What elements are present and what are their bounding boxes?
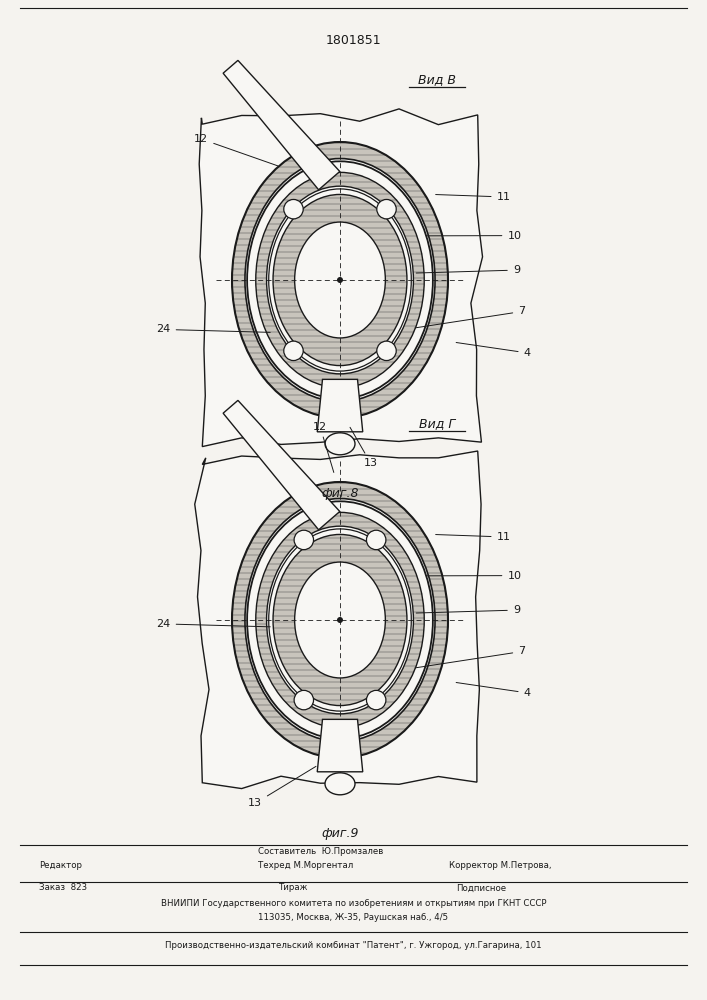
Text: 13: 13 — [248, 766, 316, 808]
Ellipse shape — [273, 194, 407, 366]
Text: Вид В: Вид В — [419, 73, 456, 86]
Ellipse shape — [273, 534, 407, 706]
Ellipse shape — [247, 501, 433, 739]
Circle shape — [366, 690, 386, 710]
Polygon shape — [199, 109, 483, 447]
Ellipse shape — [267, 526, 414, 714]
Ellipse shape — [295, 222, 385, 338]
Circle shape — [337, 277, 343, 283]
Polygon shape — [194, 451, 481, 789]
Text: 10: 10 — [427, 231, 521, 241]
Polygon shape — [223, 400, 340, 530]
Circle shape — [284, 199, 303, 219]
Text: 1801851: 1801851 — [325, 33, 381, 46]
Text: 12: 12 — [313, 422, 334, 472]
Text: Техред М.Моргентал: Техред М.Моргентал — [258, 861, 354, 870]
Ellipse shape — [256, 172, 424, 388]
Text: 24: 24 — [156, 324, 270, 334]
Text: Корректор М.Петрова,: Корректор М.Петрова, — [449, 861, 551, 870]
Text: Составитель  Ю.Промзалев: Составитель Ю.Промзалев — [258, 848, 383, 856]
Text: 11: 11 — [436, 532, 510, 542]
Polygon shape — [317, 379, 363, 432]
Text: 9: 9 — [416, 605, 520, 615]
Circle shape — [377, 341, 396, 361]
Text: 12: 12 — [194, 134, 278, 166]
Text: 4: 4 — [456, 343, 531, 358]
Text: 24: 24 — [156, 619, 270, 629]
Text: Производственно-издательский комбинат "Патент", г. Ужгород, ул.Гагарина, 101: Производственно-издательский комбинат "П… — [165, 940, 542, 950]
Polygon shape — [223, 60, 340, 190]
Ellipse shape — [256, 512, 424, 728]
Circle shape — [366, 530, 386, 550]
Ellipse shape — [232, 482, 448, 758]
Ellipse shape — [245, 499, 435, 741]
Circle shape — [284, 341, 303, 361]
Text: Вид Г: Вид Г — [419, 418, 455, 431]
Ellipse shape — [325, 773, 355, 795]
Text: Тираж: Тираж — [279, 884, 309, 892]
Circle shape — [294, 530, 313, 550]
Text: фиг.9: фиг.9 — [321, 827, 358, 840]
Text: 9: 9 — [416, 265, 520, 275]
Text: 7: 7 — [415, 306, 525, 328]
Text: 13: 13 — [350, 427, 378, 468]
Text: 4: 4 — [456, 683, 531, 698]
Polygon shape — [317, 719, 363, 772]
Ellipse shape — [295, 562, 385, 678]
Ellipse shape — [232, 142, 448, 418]
Ellipse shape — [267, 186, 414, 374]
Text: Подписное: Подписное — [456, 884, 506, 892]
Text: Редактор: Редактор — [39, 861, 82, 870]
Ellipse shape — [247, 161, 433, 399]
Text: 7: 7 — [415, 647, 525, 668]
Text: Заказ  823: Заказ 823 — [39, 884, 87, 892]
Ellipse shape — [325, 433, 355, 455]
Circle shape — [377, 199, 396, 219]
Text: фиг.8: фиг.8 — [321, 487, 358, 500]
Text: ВНИИПИ Государственного комитета по изобретениям и открытиям при ГКНТ СССР: ВНИИПИ Государственного комитета по изоб… — [160, 900, 547, 908]
Text: 113035, Москва, Ж-35, Раушская наб., 4/5: 113035, Москва, Ж-35, Раушская наб., 4/5 — [259, 912, 448, 922]
Circle shape — [294, 690, 313, 710]
Ellipse shape — [245, 159, 435, 401]
Circle shape — [337, 617, 343, 623]
Text: 10: 10 — [427, 571, 521, 581]
Text: 11: 11 — [436, 192, 510, 202]
